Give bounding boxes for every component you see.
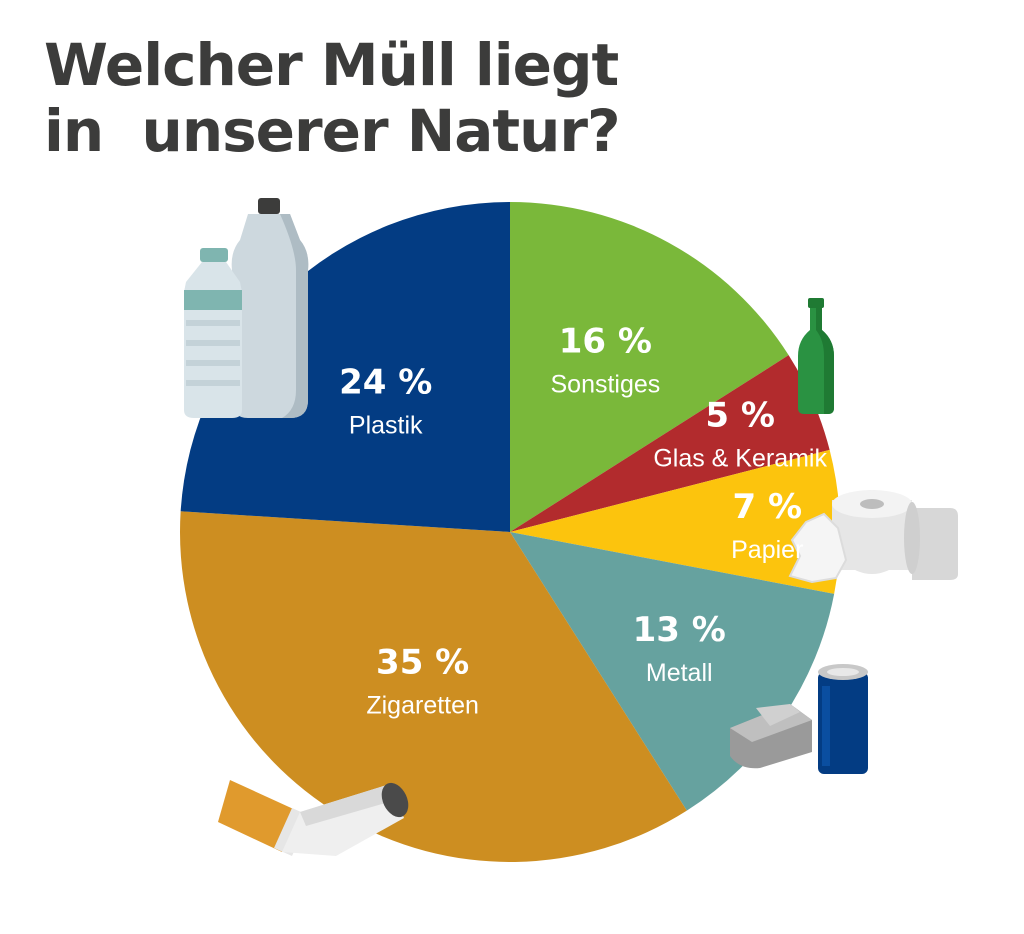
- slice-category-label: Glas & Keramik: [653, 444, 827, 472]
- slice-value-label: 5 %: [705, 395, 775, 435]
- tin-can-icon: [730, 664, 868, 774]
- slice-category-label: Plastik: [349, 412, 423, 440]
- slice-value-label: 35 %: [376, 643, 469, 683]
- title-line-2: in unserer Natur?: [44, 97, 621, 165]
- pie-slice-sonstiges: [510, 202, 789, 532]
- slice-value-label: 7 %: [732, 487, 802, 527]
- pie-labels: 16 % Sonstiges 5 % Glas & Keramik 7 % Papier 1…: [339, 321, 827, 719]
- pie-slice-glas-keramik: [510, 355, 830, 532]
- toilet-paper-icon: [788, 490, 958, 584]
- slice-category-label: Zigaretten: [366, 692, 479, 720]
- glass-bottle-icon: [798, 298, 834, 414]
- pie-slice-plastik: [180, 202, 510, 532]
- pie-slice-zigaretten: [180, 511, 687, 862]
- slice-category-label: Metall: [646, 659, 713, 687]
- title-line-1: Welcher Müll liegt: [44, 31, 619, 99]
- slice-value-label: 24 %: [339, 363, 432, 403]
- chart-title: Welcher Müll liegt in unserer Natur?: [44, 31, 621, 165]
- slice-value-label: 13 %: [633, 610, 726, 650]
- slice-category-label: Sonstiges: [550, 370, 660, 398]
- pie-slices: [180, 202, 840, 862]
- slice-category-label: Papier: [731, 536, 803, 564]
- slice-value-label: 16 %: [559, 321, 652, 361]
- pie-slice-papier: [510, 449, 840, 594]
- plastic-bottles-icon: [184, 198, 309, 418]
- cigarette-butt-icon: [218, 780, 409, 856]
